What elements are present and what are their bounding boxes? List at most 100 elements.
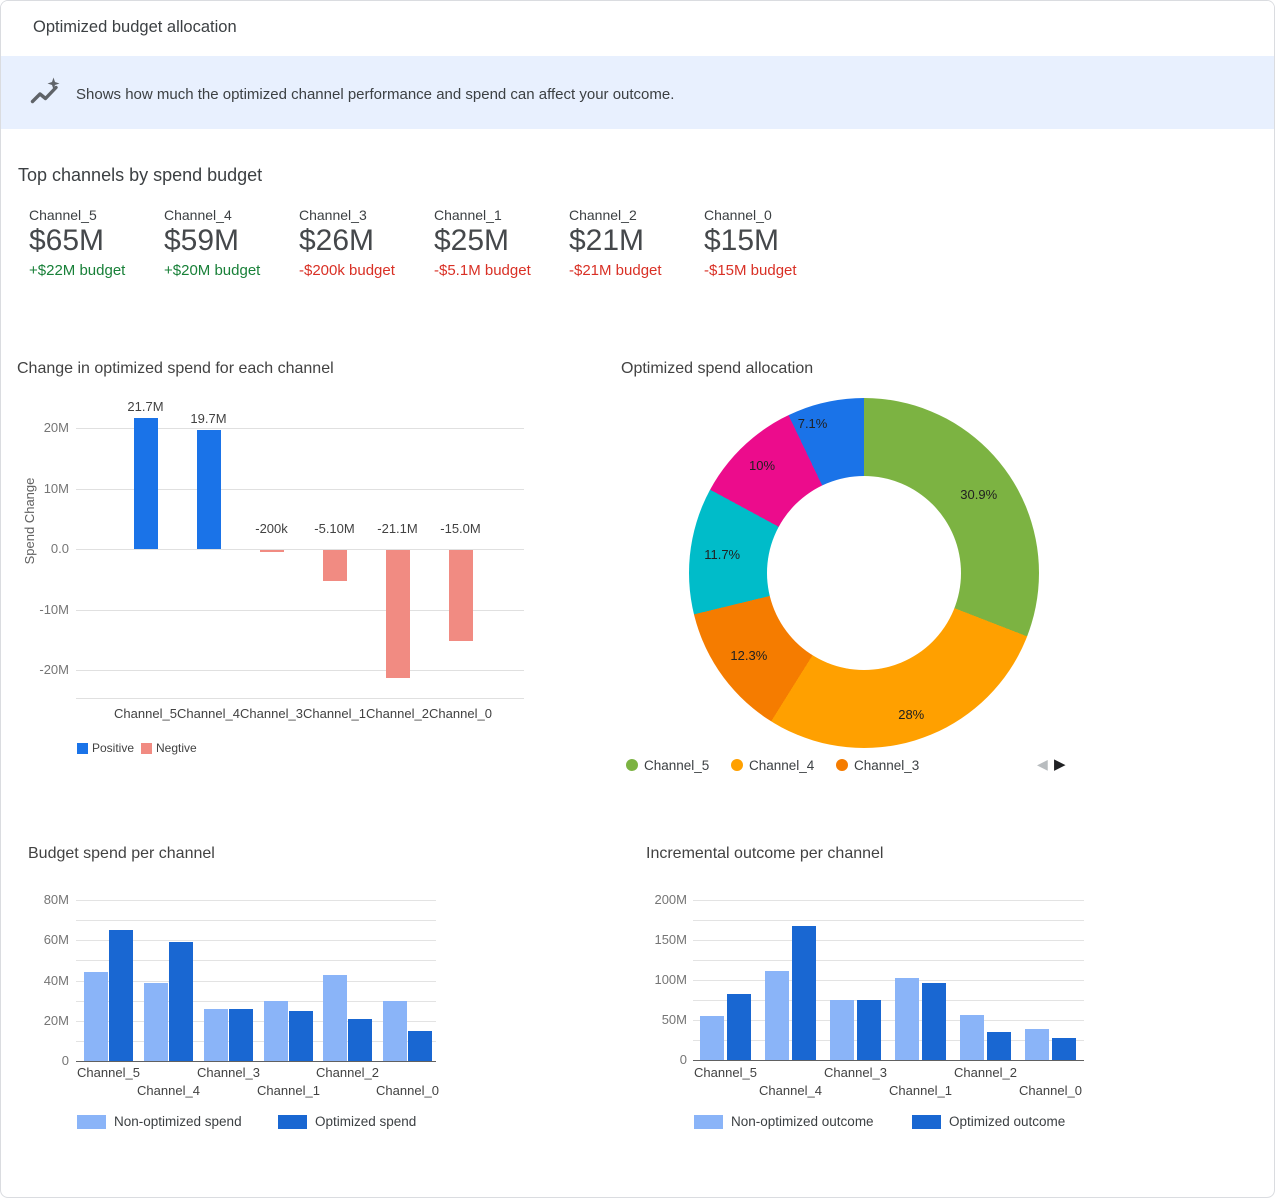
bar-Channel_0[interactable] <box>383 1000 407 1061</box>
bar-value-label: 21.7M <box>127 398 164 414</box>
bar-Channel_3[interactable] <box>857 1000 881 1060</box>
bar-Channel_5[interactable] <box>133 417 158 549</box>
slice-pct-label: 7.1% <box>797 415 828 431</box>
bar-Channel_1[interactable] <box>895 978 919 1060</box>
y-tick-label: 150M <box>654 932 687 947</box>
bar-Channel_0[interactable] <box>448 550 473 641</box>
gridline <box>693 1000 1084 1001</box>
bar-Channel_5[interactable] <box>727 994 751 1060</box>
x-axis-label: Channel_1 <box>889 1083 952 1098</box>
channel-spend-value: $59M <box>164 224 240 257</box>
legend-swatch <box>77 1115 106 1129</box>
gridline <box>76 1001 436 1002</box>
x-axis-label: Channel_1 <box>303 706 366 721</box>
legend-label: Non-optimized outcome <box>731 1114 874 1129</box>
slice-pct-label: 11.7% <box>704 546 741 562</box>
legend-dot <box>626 759 638 771</box>
legend-dot <box>731 759 743 771</box>
legend-label: Channel_3 <box>854 758 920 773</box>
channel-name: Channel_5 <box>29 207 97 223</box>
bar-Channel_4[interactable] <box>196 429 221 549</box>
gridline <box>76 428 524 429</box>
bar-value-label: -5.10M <box>314 521 355 536</box>
bar-Channel_2[interactable] <box>385 550 410 678</box>
x-axis-label: Channel_3 <box>240 706 303 721</box>
legend-swatch <box>141 743 152 754</box>
legend-label: Negtive <box>156 741 197 755</box>
bar-Channel_0[interactable] <box>1052 1038 1076 1060</box>
pagination-prev-icon[interactable]: ◀ <box>1037 756 1048 772</box>
spend-change-chart-title: Change in optimized spend for each chann… <box>17 360 334 377</box>
y-tick-label: 100M <box>654 972 687 987</box>
bar-Channel_1[interactable] <box>922 983 946 1060</box>
channel-name: Channel_1 <box>434 207 502 223</box>
gridline <box>76 549 524 550</box>
bar-Channel_3[interactable] <box>204 1008 228 1061</box>
bar-Channel_2[interactable] <box>960 1015 984 1060</box>
bar-Channel_4[interactable] <box>792 926 816 1060</box>
bar-Channel_3[interactable] <box>229 1008 253 1061</box>
budget-spend-chart-title: Budget spend per channel <box>28 845 215 862</box>
channel-spend-value: $26M <box>299 224 375 257</box>
bar-Channel_5[interactable] <box>700 1016 724 1060</box>
y-tick-label: 200M <box>654 892 687 907</box>
gridline <box>693 920 1084 921</box>
legend-label: Channel_5 <box>644 758 710 773</box>
x-axis-label: Channel_0 <box>1019 1083 1082 1098</box>
legend-swatch <box>912 1115 941 1129</box>
bar-Channel_0[interactable] <box>1025 1028 1049 1060</box>
gridline <box>693 940 1084 941</box>
bar-Channel_4[interactable] <box>144 982 168 1061</box>
gridline <box>693 960 1084 961</box>
bar-Channel_3[interactable] <box>830 1000 854 1060</box>
x-axis-label: Channel_0 <box>429 706 492 721</box>
legend-label: Channel_4 <box>749 758 815 773</box>
bar-value-label: -200k <box>255 521 288 536</box>
slice-pct-label: 30.9% <box>960 486 998 502</box>
pagination-next-icon[interactable]: ▶ <box>1054 756 1066 773</box>
slice-pct-label: 12.3% <box>730 648 768 664</box>
channel-budget-delta: -$200k budget <box>299 262 395 279</box>
bar-Channel_1[interactable] <box>264 1000 288 1061</box>
channel-spend-value: $65M <box>29 224 105 257</box>
bar-Channel_1[interactable] <box>322 550 347 581</box>
insights-sparkle-icon <box>30 77 60 104</box>
bar-Channel_4[interactable] <box>765 971 789 1060</box>
y-tick-label: 60M <box>43 932 69 948</box>
legend-label: Non-optimized spend <box>114 1114 242 1129</box>
y-tick-label: 0 <box>679 1052 687 1067</box>
gridline <box>76 981 436 982</box>
bar-Channel_4[interactable] <box>169 942 193 1061</box>
channel-name: Channel_2 <box>569 207 637 223</box>
y-tick-label: 50M <box>661 1012 687 1027</box>
x-axis-label: Channel_0 <box>376 1083 439 1098</box>
channel-budget-delta: +$22M budget <box>29 262 126 279</box>
x-axis-label: Channel_4 <box>137 1083 200 1098</box>
channel-budget-delta: -$5.1M budget <box>434 262 531 279</box>
y-tick-label: -10M <box>39 602 69 617</box>
y-axis-title: Spend Change <box>22 477 37 565</box>
channel-spend-value: $25M <box>434 224 510 257</box>
bar-Channel_5[interactable] <box>84 972 108 1061</box>
bar-Channel_2[interactable] <box>348 1018 372 1061</box>
page-title: Optimized budget allocation <box>33 18 237 36</box>
bar-Channel_2[interactable] <box>987 1032 1011 1060</box>
gridline <box>76 960 436 961</box>
bar-Channel_0[interactable] <box>408 1031 432 1061</box>
bar-Channel_2[interactable] <box>323 975 347 1061</box>
bar-Channel_5[interactable] <box>109 930 133 1061</box>
x-axis-label: Channel_3 <box>824 1065 887 1080</box>
y-tick-label: 80M <box>43 892 69 907</box>
y-tick-label: 10M <box>43 481 69 496</box>
y-tick-label: 0.0 <box>50 541 69 556</box>
x-axis-label: Channel_2 <box>366 706 429 721</box>
gridline <box>76 940 436 941</box>
x-axis-label: Channel_5 <box>114 706 177 721</box>
bar-value-label: -15.0M <box>440 521 481 536</box>
gridline <box>76 610 524 611</box>
bar-Channel_1[interactable] <box>289 1010 313 1061</box>
gridline <box>76 920 436 921</box>
bar-Channel_3[interactable] <box>259 550 284 552</box>
channel-spend-value: $15M <box>704 224 780 257</box>
